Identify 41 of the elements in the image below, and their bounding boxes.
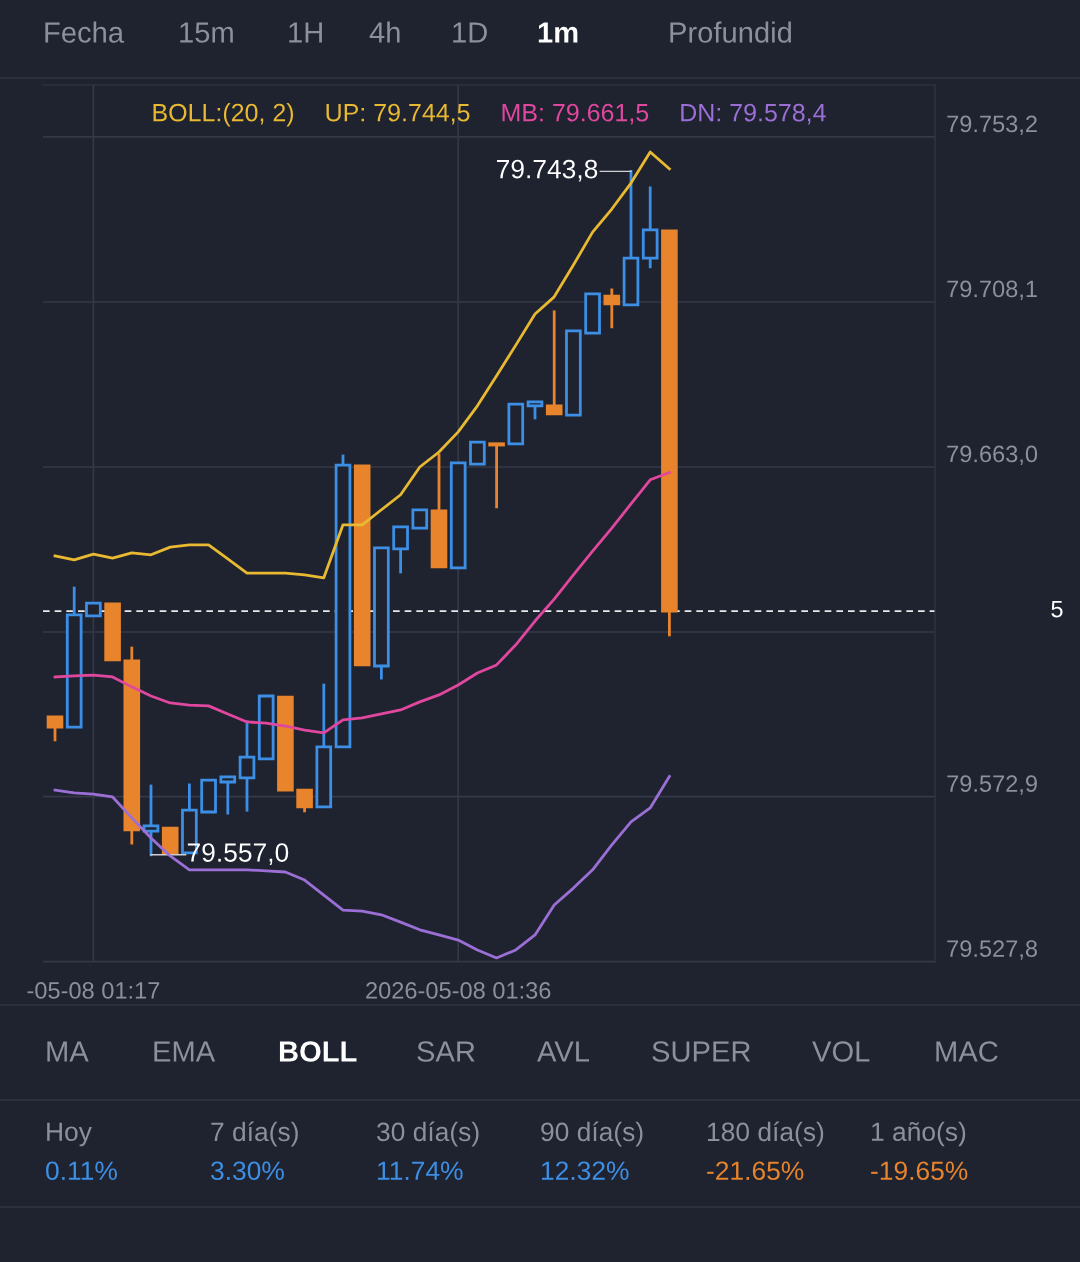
text: 11.74% (378, 1161, 463, 1180)
text: EMA (154, 1041, 216, 1062)
text: Hoy (47, 1122, 92, 1147)
y-tick-label: 79.663,0 (947, 445, 1038, 466)
text: VOL (812, 1041, 870, 1062)
annotation: 79.743,8 (497, 159, 598, 182)
text: 180 día(s) (708, 1121, 824, 1147)
text: 12.32% (542, 1161, 629, 1181)
text: Fecha (45, 21, 125, 43)
x-tick-label: 2026-05-08 01:36 (366, 982, 551, 999)
y-tick-label: 79.753,2 (947, 115, 1037, 136)
annotation: 79.557,0 (187, 843, 289, 865)
text: 3.30% (211, 1161, 284, 1181)
text: 15m (180, 22, 233, 43)
text: 0.11% (46, 1161, 117, 1181)
text: MA (47, 1041, 89, 1062)
text: MAC (936, 1041, 998, 1062)
text: SAR (417, 1041, 475, 1062)
text: 1 año(s) (872, 1121, 966, 1147)
text: UP: 79.744,5 (326, 103, 470, 125)
text: -19.65% (871, 1161, 968, 1181)
text: 7 día(s) (211, 1121, 298, 1147)
text: 30 día(s) (377, 1121, 479, 1147)
text: AVL (537, 1041, 590, 1062)
text: SUPER (652, 1041, 751, 1062)
y-tick-label: 79.572,9 (947, 775, 1037, 795)
text: 1m (538, 22, 578, 43)
x-tick-label: -05-08 01:17 (27, 982, 160, 999)
text: 5 (1051, 600, 1063, 618)
y-tick-label: 79.708,1 (947, 280, 1037, 301)
text: -21.65% (707, 1161, 804, 1181)
text: 1H (289, 22, 322, 43)
text: DN: 79.578,4 (681, 103, 826, 125)
text: 90 día(s) (541, 1121, 643, 1147)
text: Profundid (670, 21, 791, 43)
text: 4h (369, 21, 400, 43)
legend-title: BOLL:(20, 2) (153, 103, 294, 127)
text: MB: 79.661,5 (502, 103, 649, 125)
text: BOLL (279, 1041, 357, 1062)
y-tick-label: 79.527,8 (947, 940, 1037, 960)
text: 1D (453, 22, 487, 43)
